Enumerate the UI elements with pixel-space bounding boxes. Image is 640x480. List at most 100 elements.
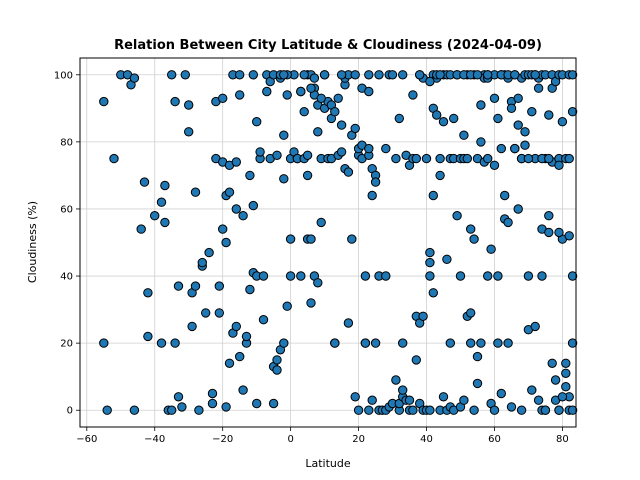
data-point: [350, 70, 360, 80]
data-point: [544, 110, 554, 120]
data-point: [476, 100, 486, 110]
data-point: [221, 402, 231, 412]
data-point: [435, 70, 445, 80]
data-point: [255, 147, 265, 157]
data-point: [533, 395, 544, 405]
data-point: [262, 86, 272, 97]
data-point: [493, 338, 503, 348]
data-point: [476, 338, 486, 348]
data-point: [411, 355, 421, 365]
data-point: [483, 153, 493, 164]
data-point: [428, 288, 438, 298]
data-point: [214, 308, 225, 318]
data-point: [279, 338, 289, 348]
data-point: [143, 331, 153, 342]
y-tick-label: 0: [67, 406, 73, 417]
data-point: [364, 143, 374, 154]
data-point: [435, 170, 445, 181]
data-points: [99, 70, 578, 415]
data-point: [364, 70, 374, 80]
data-point: [408, 90, 418, 100]
data-point: [306, 234, 316, 244]
data-point: [381, 143, 391, 154]
data-point: [160, 180, 170, 191]
data-point: [343, 167, 354, 177]
data-point: [302, 150, 313, 161]
x-tick-label: −60: [76, 434, 97, 445]
data-point: [561, 358, 571, 368]
data-point: [231, 204, 242, 214]
data-point: [544, 227, 554, 238]
data-point: [167, 70, 177, 80]
data-point: [252, 398, 262, 409]
data-point: [364, 86, 374, 97]
data-point: [180, 70, 191, 80]
data-point: [150, 211, 160, 221]
data-point: [190, 281, 201, 291]
data-point: [309, 73, 320, 83]
x-tick-label: 40: [420, 434, 433, 445]
data-point: [455, 271, 466, 281]
data-point: [272, 355, 282, 365]
data-point: [404, 395, 415, 405]
data-point: [425, 405, 435, 415]
data-point: [279, 70, 289, 80]
data-point: [496, 388, 506, 399]
data-point: [547, 358, 557, 368]
data-point: [411, 153, 421, 164]
data-point: [466, 224, 476, 234]
data-point: [238, 211, 248, 221]
data-point: [452, 211, 462, 221]
data-point: [194, 405, 204, 415]
data-point: [469, 405, 479, 415]
data-point: [285, 234, 296, 244]
data-point: [350, 123, 360, 134]
plot-frame: [79, 57, 577, 428]
data-point: [540, 405, 551, 415]
data-point: [129, 73, 140, 83]
data-point: [268, 398, 279, 409]
y-tick-label: 20: [60, 339, 73, 350]
data-point: [527, 385, 537, 395]
data-point: [523, 271, 534, 281]
data-point: [567, 338, 578, 348]
data-point: [177, 402, 187, 412]
data-point: [370, 177, 381, 187]
data-point: [506, 103, 517, 114]
data-point: [333, 93, 343, 104]
data-point: [449, 113, 459, 124]
data-point: [554, 227, 564, 238]
data-point: [513, 93, 523, 104]
data-point: [438, 392, 449, 402]
x-tick-label: 20: [352, 434, 365, 445]
data-point: [347, 234, 357, 244]
data-point: [530, 70, 540, 80]
data-point: [173, 392, 184, 402]
data-point: [432, 110, 442, 120]
chart-title: Relation Between City Latitude & Cloudin…: [114, 38, 542, 53]
data-point: [330, 338, 340, 348]
data-point: [279, 130, 289, 140]
data-point: [102, 405, 112, 415]
data-point: [99, 338, 109, 348]
data-point: [550, 375, 561, 385]
data-point: [516, 405, 527, 415]
data-point: [523, 153, 534, 164]
data-point: [387, 70, 398, 80]
data-point: [506, 402, 517, 412]
data-point: [398, 338, 408, 348]
data-point: [510, 143, 520, 154]
data-point: [235, 70, 245, 80]
data-point: [398, 385, 408, 395]
data-point: [336, 120, 347, 130]
data-point: [554, 160, 564, 171]
data-point: [167, 405, 177, 415]
data-point: [218, 224, 228, 234]
data-point: [190, 187, 201, 197]
data-point: [554, 405, 564, 415]
data-point: [557, 117, 568, 127]
data-point: [557, 392, 568, 402]
data-point: [398, 70, 408, 80]
data-point: [235, 90, 245, 100]
